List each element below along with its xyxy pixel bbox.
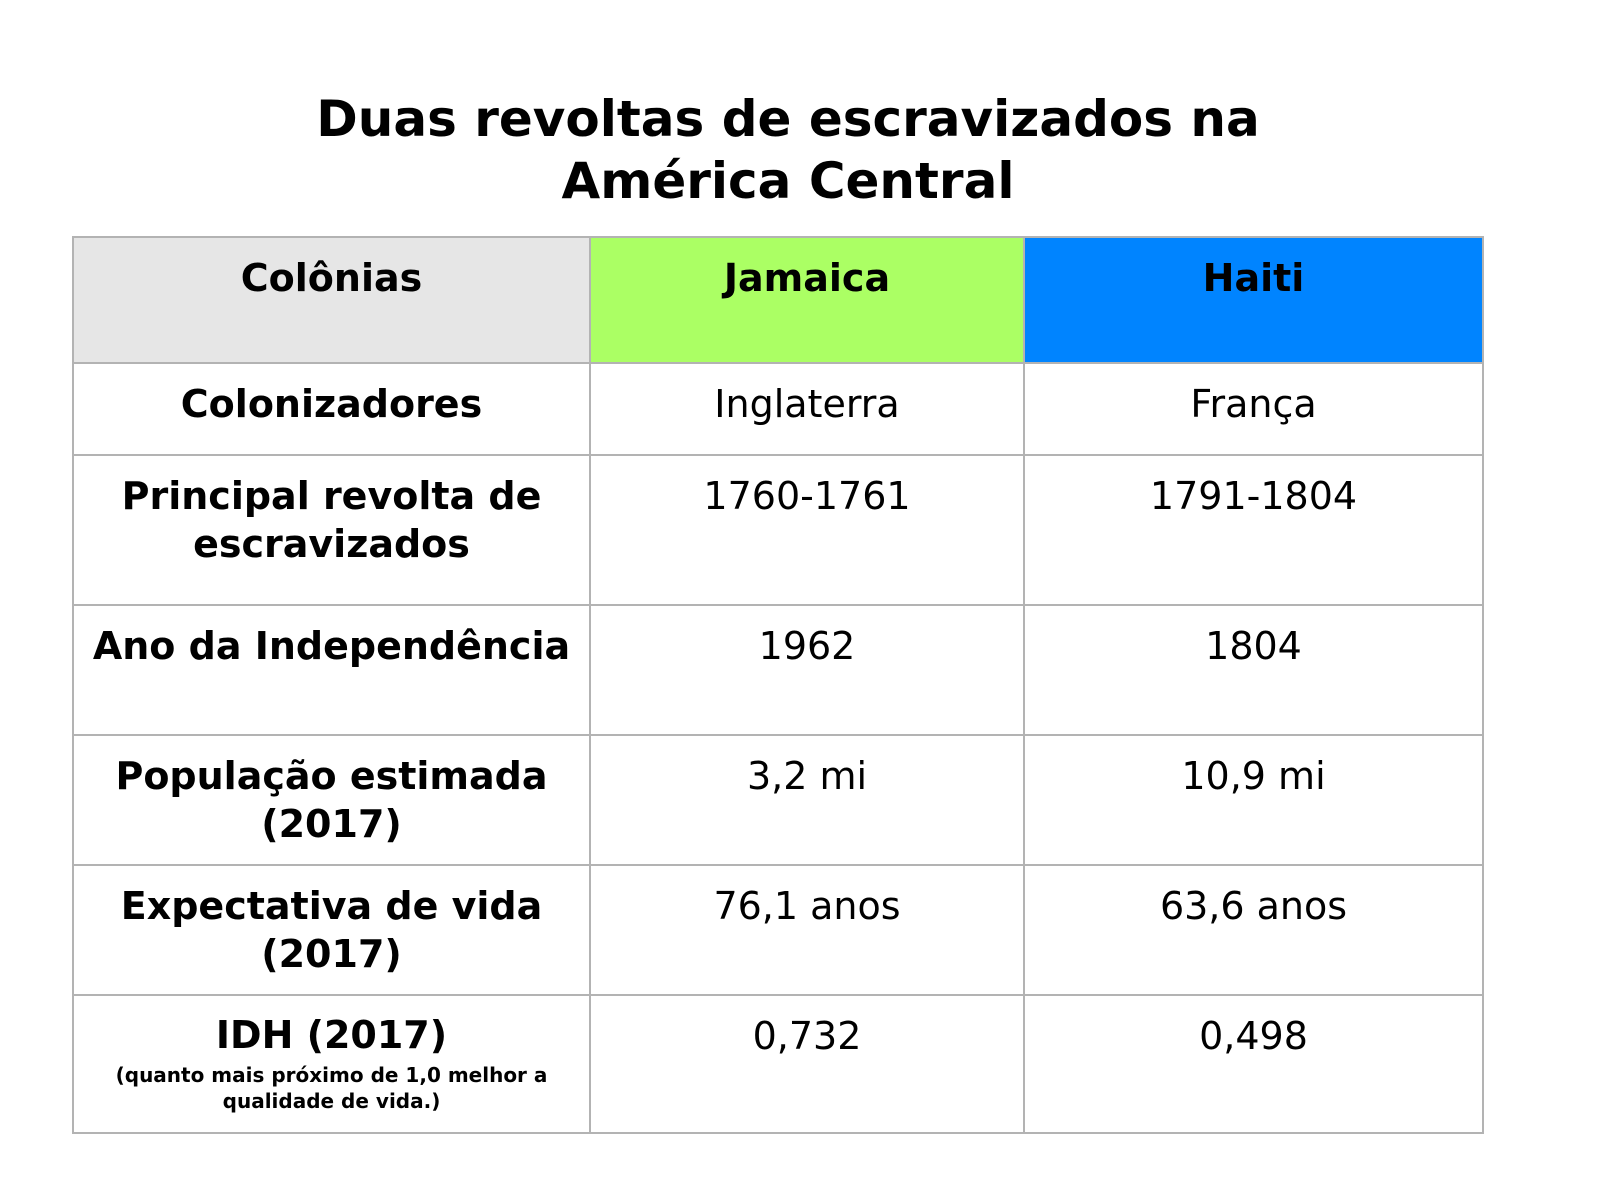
jamaica-value: 3,2 mi bbox=[589, 734, 1025, 866]
jamaica-value: 1760-1761 bbox=[589, 454, 1025, 606]
table-row: Colonizadores Inglaterra França bbox=[72, 362, 1484, 456]
haiti-value: 1791-1804 bbox=[1023, 454, 1484, 606]
haiti-value: 0,498 bbox=[1023, 994, 1484, 1134]
table-row: Principal revolta de escravizados 1760-1… bbox=[72, 454, 1484, 606]
row-label: Colonizadores bbox=[72, 362, 591, 456]
comparison-table: Colônias Jamaica Haiti Colonizadores Ing… bbox=[72, 236, 1484, 1134]
hdi-note: (quanto mais próximo de 1,0 melhor a qua… bbox=[115, 1063, 548, 1113]
table-header-row: Colônias Jamaica Haiti bbox=[72, 236, 1484, 364]
table-row: População estimada (2017) 3,2 mi 10,9 mi bbox=[72, 734, 1484, 866]
jamaica-value: 0,732 bbox=[589, 994, 1025, 1134]
haiti-value: França bbox=[1023, 362, 1484, 456]
title-line-1: Duas revoltas de escravizados na bbox=[316, 90, 1260, 148]
header-jamaica: Jamaica bbox=[589, 236, 1025, 364]
table-row: Expectativa de vida (2017) 76,1 anos 63,… bbox=[72, 864, 1484, 996]
table-row: Ano da Independência 1962 1804 bbox=[72, 604, 1484, 736]
haiti-value: 63,6 anos bbox=[1023, 864, 1484, 996]
row-label: População estimada (2017) bbox=[72, 734, 591, 866]
title-line-2: América Central bbox=[561, 152, 1015, 210]
header-colonias: Colônias bbox=[72, 236, 591, 364]
row-label: Ano da Independência bbox=[72, 604, 591, 736]
jamaica-value: 76,1 anos bbox=[589, 864, 1025, 996]
jamaica-value: Inglaterra bbox=[589, 362, 1025, 456]
row-label: Expectativa de vida (2017) bbox=[72, 864, 591, 996]
page-title: Duas revoltas de escravizados na América… bbox=[0, 88, 1576, 212]
row-label-hdi: IDH (2017) (quanto mais próximo de 1,0 m… bbox=[72, 994, 591, 1134]
haiti-value: 10,9 mi bbox=[1023, 734, 1484, 866]
hdi-title: IDH (2017) bbox=[215, 1013, 448, 1057]
table-row: IDH (2017) (quanto mais próximo de 1,0 m… bbox=[72, 994, 1484, 1134]
jamaica-value: 1962 bbox=[589, 604, 1025, 736]
header-haiti: Haiti bbox=[1023, 236, 1484, 364]
row-label: Principal revolta de escravizados bbox=[72, 454, 591, 606]
haiti-value: 1804 bbox=[1023, 604, 1484, 736]
